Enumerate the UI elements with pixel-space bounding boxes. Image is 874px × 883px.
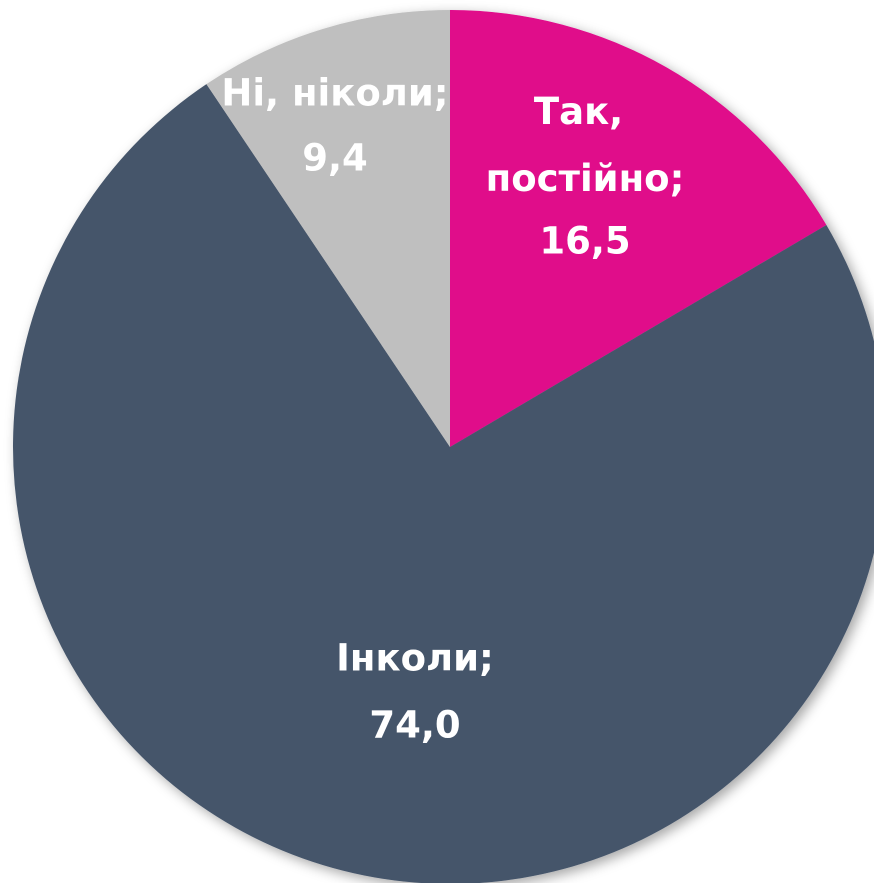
label-line: постійно; [486, 157, 685, 200]
pie-slice [13, 84, 874, 883]
slice-label: Ні, ніколи; [221, 72, 448, 115]
value-label: 9,4 [302, 137, 368, 180]
pie-slice [206, 10, 450, 447]
pie-slice [450, 10, 827, 447]
value-label: 16,5 [539, 220, 630, 263]
label-line: Так, [534, 90, 636, 133]
slice-label: Так, постійно; [486, 90, 685, 200]
value-label: 74,0 [369, 704, 460, 747]
pie [13, 10, 874, 883]
slice-label: Інколи; [336, 637, 494, 680]
